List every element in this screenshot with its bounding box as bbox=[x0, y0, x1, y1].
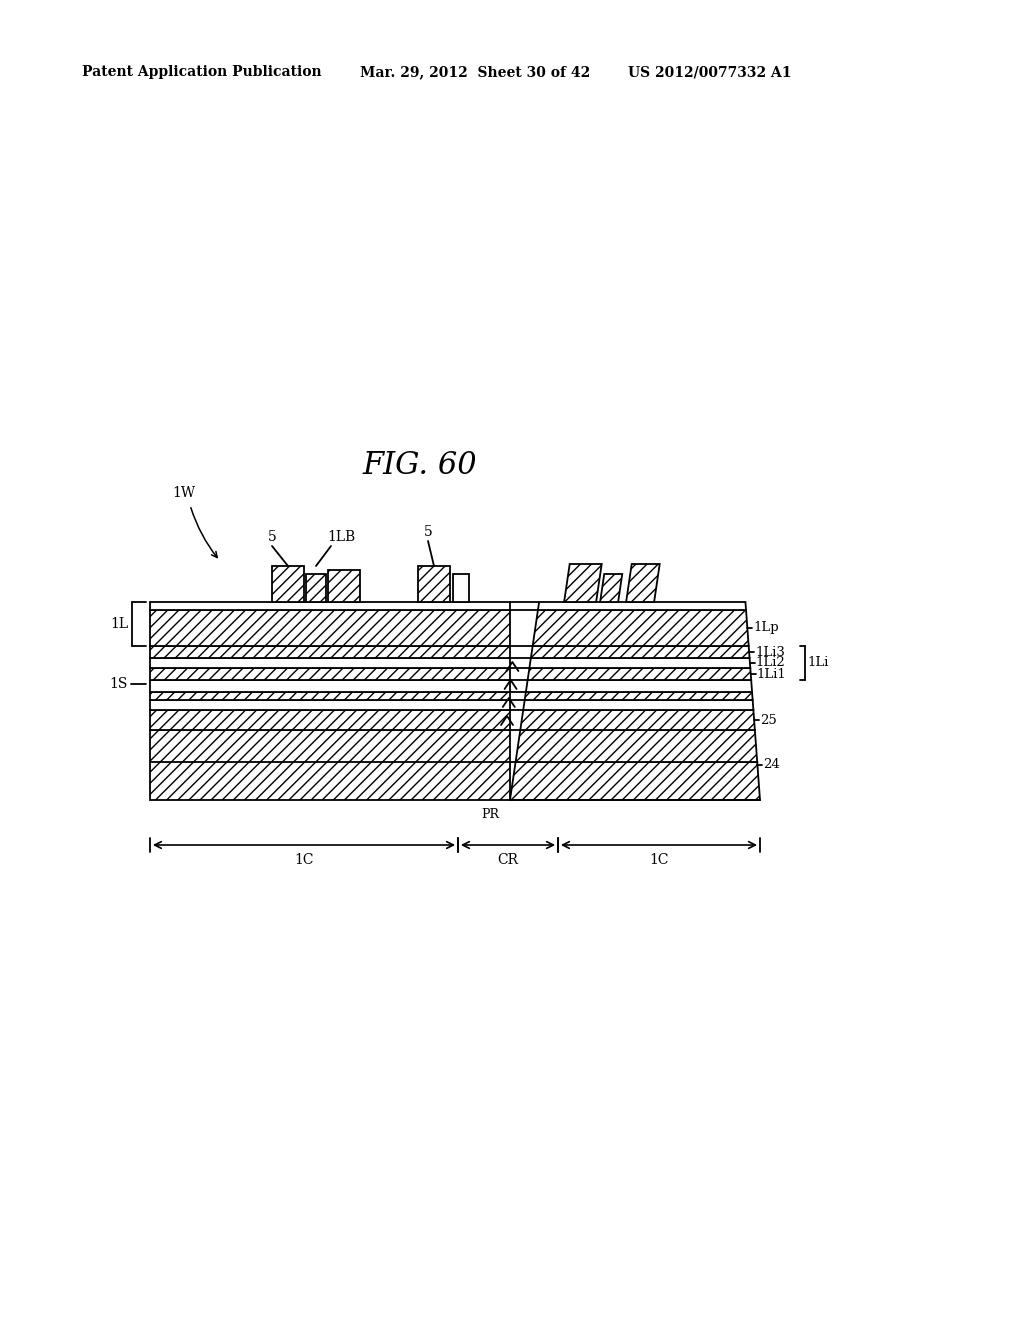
Bar bbox=[453, 574, 469, 602]
Text: 1Lp: 1Lp bbox=[754, 622, 779, 635]
Text: 1C: 1C bbox=[294, 853, 313, 867]
Polygon shape bbox=[600, 574, 623, 602]
Text: US 2012/0077332 A1: US 2012/0077332 A1 bbox=[628, 65, 792, 79]
Text: 1LB: 1LB bbox=[327, 531, 355, 544]
Text: 1Li: 1Li bbox=[808, 656, 829, 669]
Text: Patent Application Publication: Patent Application Publication bbox=[82, 65, 322, 79]
Text: 1S: 1S bbox=[110, 677, 128, 690]
Text: 25: 25 bbox=[760, 714, 777, 726]
Text: 1Li3: 1Li3 bbox=[755, 645, 785, 659]
Bar bbox=[150, 700, 510, 710]
Bar bbox=[150, 602, 510, 610]
Polygon shape bbox=[516, 730, 757, 762]
Polygon shape bbox=[526, 680, 752, 692]
Bar bbox=[150, 692, 510, 700]
Polygon shape bbox=[538, 602, 746, 610]
Polygon shape bbox=[530, 645, 750, 657]
Text: 1W: 1W bbox=[172, 486, 196, 500]
Bar bbox=[150, 610, 510, 645]
Polygon shape bbox=[524, 692, 753, 700]
Text: PR: PR bbox=[481, 808, 499, 821]
Bar bbox=[306, 574, 326, 602]
Bar bbox=[328, 570, 360, 602]
Bar bbox=[150, 657, 510, 668]
Bar bbox=[272, 566, 304, 602]
Text: 24: 24 bbox=[764, 759, 780, 771]
Bar bbox=[150, 730, 510, 800]
Text: 1Li1: 1Li1 bbox=[757, 668, 786, 681]
Text: 5: 5 bbox=[267, 531, 276, 544]
Text: 1Li2: 1Li2 bbox=[756, 656, 785, 669]
Polygon shape bbox=[523, 700, 754, 710]
Polygon shape bbox=[520, 710, 755, 730]
Polygon shape bbox=[564, 564, 602, 602]
Bar bbox=[418, 566, 450, 602]
Polygon shape bbox=[510, 762, 760, 800]
Polygon shape bbox=[527, 668, 752, 680]
Text: 1C: 1C bbox=[649, 853, 669, 867]
Polygon shape bbox=[532, 610, 749, 645]
Text: CR: CR bbox=[498, 853, 518, 867]
Bar bbox=[150, 710, 510, 730]
Polygon shape bbox=[626, 564, 659, 602]
Text: FIG. 60: FIG. 60 bbox=[362, 450, 477, 480]
Polygon shape bbox=[529, 657, 751, 668]
Bar bbox=[150, 680, 510, 692]
Text: Mar. 29, 2012  Sheet 30 of 42: Mar. 29, 2012 Sheet 30 of 42 bbox=[360, 65, 590, 79]
Bar bbox=[150, 668, 510, 680]
Bar bbox=[150, 645, 510, 657]
Text: 1L: 1L bbox=[110, 616, 128, 631]
Text: 5: 5 bbox=[424, 525, 432, 539]
